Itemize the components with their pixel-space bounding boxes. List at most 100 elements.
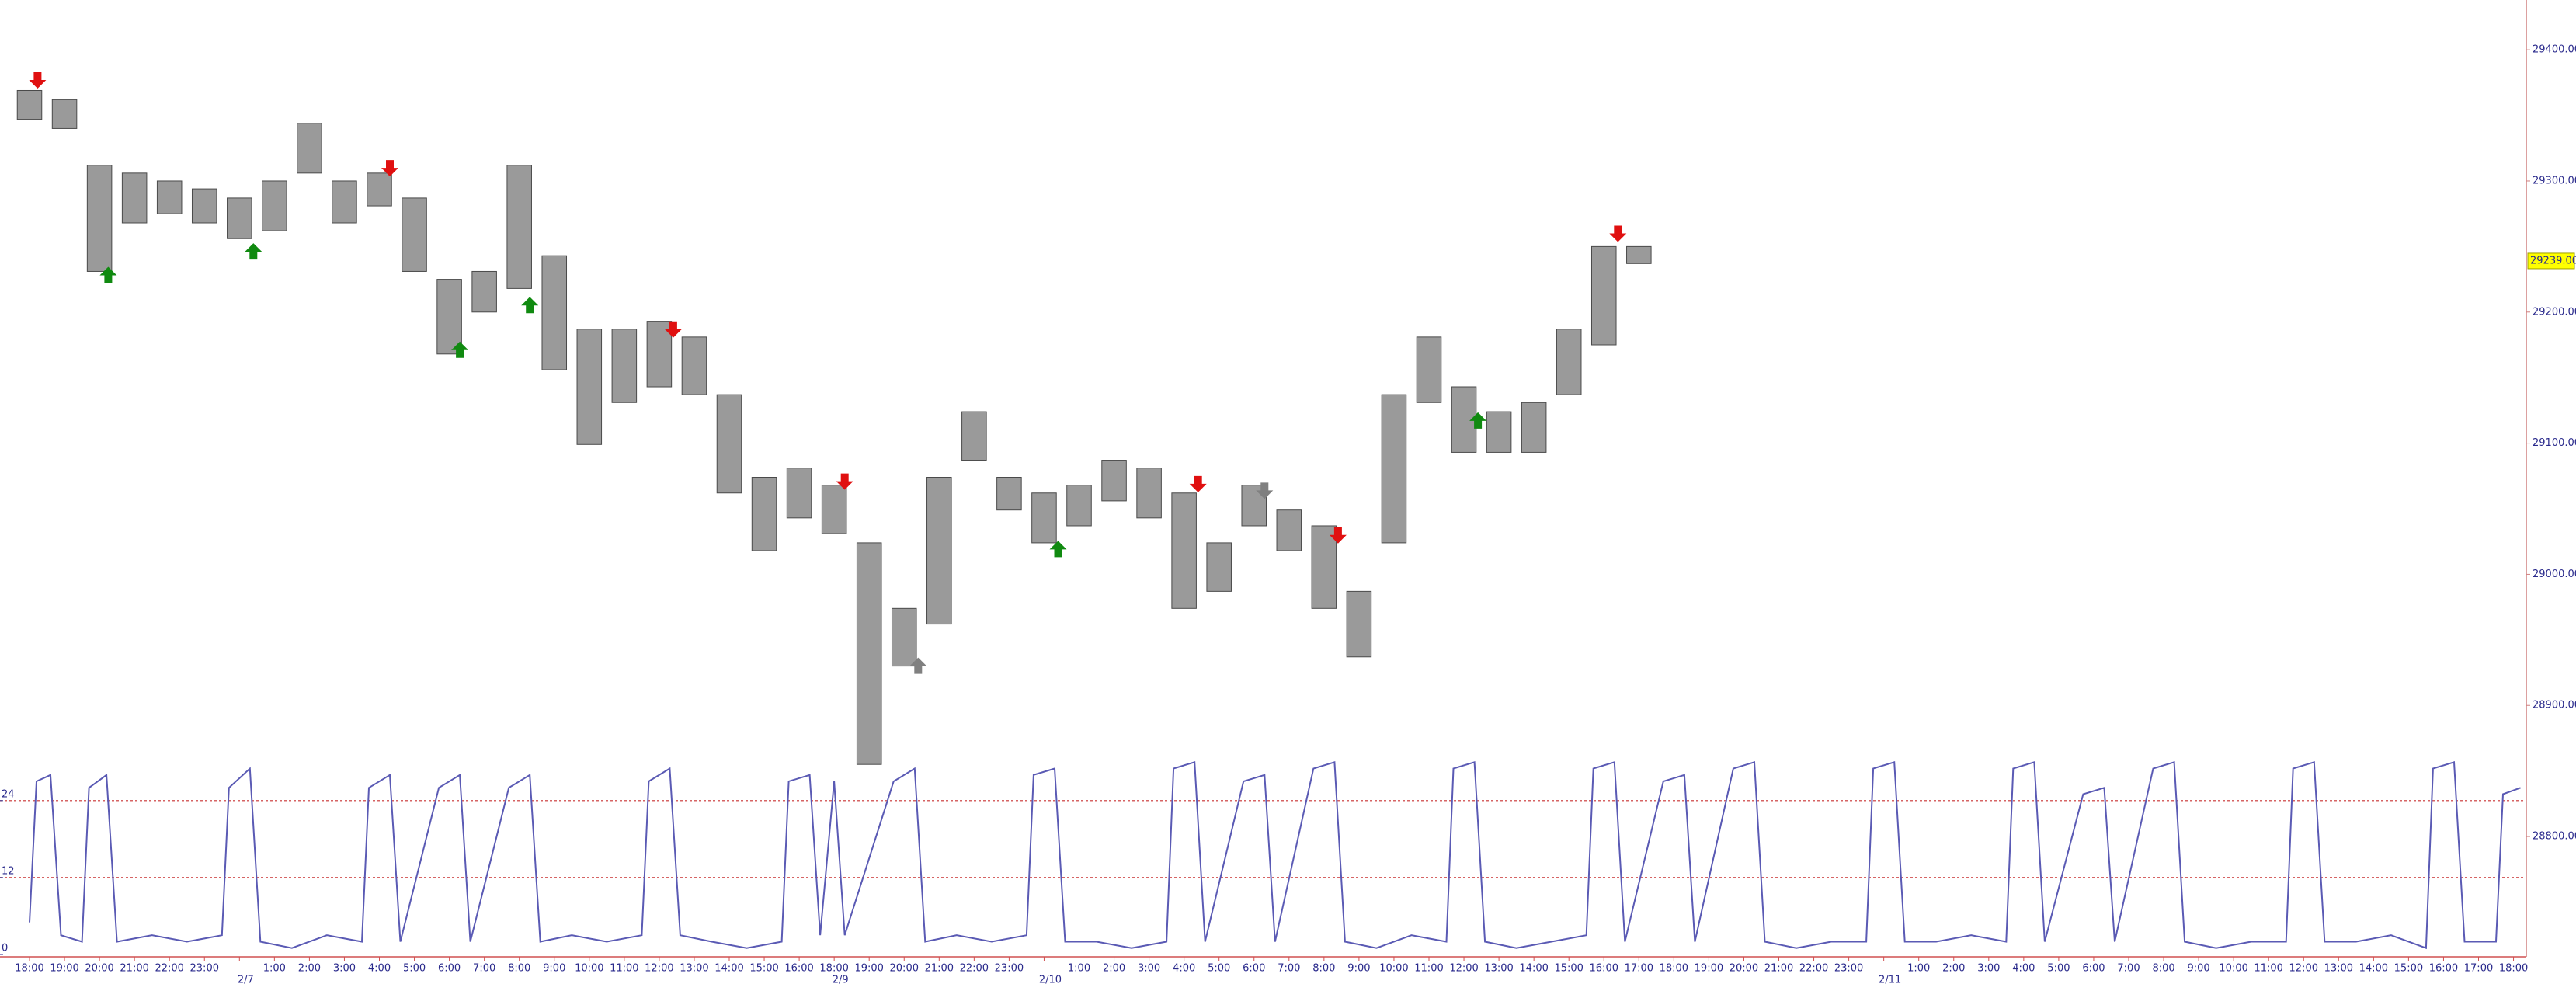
signal-arrow [1609, 225, 1627, 242]
price-bar [576, 329, 603, 445]
time-tick-label: 11:00 [610, 963, 638, 975]
time-tick-label: 19:00 [1695, 963, 1723, 975]
time-tick-label: 23:00 [190, 963, 219, 975]
osc-tick-label: 12 [2, 865, 15, 877]
time-tick-label: 18:00 [1660, 963, 1688, 975]
price-bar [227, 197, 252, 239]
time-tick-label: 17:00 [2464, 963, 2493, 975]
price-bar [191, 188, 217, 224]
price-bar [926, 477, 952, 625]
price-bar [821, 485, 847, 534]
time-tick-label: 10:00 [2219, 963, 2247, 975]
time-tick-label: 16:00 [1590, 963, 1618, 975]
time-tick-label: 7:00 [2117, 963, 2140, 975]
price-bar [856, 542, 882, 765]
time-tick-label: 16:00 [2429, 963, 2458, 975]
time-tick-label: 13:00 [1484, 963, 1513, 975]
price-bar [1416, 336, 1442, 403]
signal-arrow [1469, 412, 1487, 429]
time-tick-label: 12:00 [2289, 963, 2318, 975]
time-tick-label: 11:00 [1414, 963, 1443, 975]
price-bar [1101, 460, 1127, 502]
time-tick-label: 6:00 [1243, 963, 1265, 975]
price-bar [156, 180, 183, 214]
time-tick-label: 23:00 [1834, 963, 1863, 975]
signal-arrow [245, 243, 262, 260]
time-tick-label: 4:00 [2012, 963, 2035, 975]
signal-arrow [664, 321, 682, 338]
date-label: 2/9 [833, 975, 849, 986]
time-tick-label: 1:00 [1907, 963, 1930, 975]
price-bar [1136, 468, 1162, 519]
price-bar [1311, 525, 1337, 609]
price-bar [961, 411, 987, 461]
time-tick-label: 21:00 [925, 963, 954, 975]
time-tick-label: 1:00 [263, 963, 286, 975]
time-tick-label: 8:00 [2152, 963, 2174, 975]
time-tick-label: 19:00 [50, 963, 78, 975]
price-bar [751, 477, 777, 551]
price-bar [1381, 394, 1407, 544]
time-tick-label: 7:00 [473, 963, 495, 975]
time-tick-label: 4:00 [368, 963, 391, 975]
time-tick-label: 5:00 [403, 963, 426, 975]
time-tick-label: 14:00 [1519, 963, 1548, 975]
price-bar [891, 607, 917, 667]
time-tick-label: 13:00 [2324, 963, 2353, 975]
time-tick-label: 20:00 [890, 963, 919, 975]
time-tick-label: 6:00 [438, 963, 461, 975]
time-tick-label: 18:00 [819, 963, 848, 975]
price-bar [402, 197, 427, 272]
price-bar [297, 123, 322, 174]
price-bar [996, 477, 1022, 511]
price-bar [121, 172, 148, 224]
price-bar [367, 172, 392, 207]
time-tick-label: 14:00 [714, 963, 743, 975]
time-tick-label: 9:00 [2187, 963, 2209, 975]
price-tick-label: 28800.00 [2533, 831, 2576, 843]
time-tick-label: 22:00 [155, 963, 183, 975]
price-bar [1556, 329, 1582, 395]
time-tick-label: 7:00 [1278, 963, 1300, 975]
price-bar [1346, 590, 1372, 658]
time-tick-label: 3:00 [1977, 963, 2000, 975]
signal-arrow [1329, 527, 1347, 544]
signal-arrow [99, 266, 117, 283]
time-tick-label: 15:00 [749, 963, 778, 975]
signal-arrow [1189, 475, 1207, 492]
price-bar [1031, 492, 1057, 544]
price-bar [51, 99, 78, 129]
price-tick-label: 29200.00 [2533, 306, 2576, 318]
price-bar [1066, 485, 1092, 527]
price-bar [1171, 492, 1197, 609]
price-bar [611, 329, 638, 403]
time-tick-label: 3:00 [333, 963, 356, 975]
price-bar [786, 468, 812, 519]
price-bar [1590, 245, 1617, 346]
time-tick-label: 10:00 [575, 963, 603, 975]
signal-arrow [1049, 541, 1067, 558]
price-bar [541, 255, 568, 370]
time-tick-label: 15:00 [1554, 963, 1583, 975]
price-bar [332, 180, 357, 224]
price-bar [262, 180, 287, 231]
signal-arrow [521, 297, 539, 314]
time-tick-label: 2:00 [1103, 963, 1125, 975]
time-tick-label: 4:00 [1173, 963, 1195, 975]
price-bar [681, 336, 707, 395]
time-tick-label: 2:00 [1942, 963, 1965, 975]
oscillator-line [29, 760, 2521, 950]
price-bar [716, 394, 742, 494]
signal-arrow [1256, 482, 1274, 499]
date-label: 2/11 [1879, 975, 1901, 986]
time-tick-label: 20:00 [1730, 963, 1758, 975]
price-bar [1206, 542, 1232, 592]
price-bar [86, 165, 113, 272]
osc-tick-label: 0 [2, 943, 8, 955]
price-bar [1276, 509, 1302, 551]
time-tick-label: 21:00 [1764, 963, 1793, 975]
time-tick-label: 10:00 [1379, 963, 1408, 975]
time-tick-label: 18:00 [15, 963, 43, 975]
last-price-label: 29239.00 [2530, 255, 2576, 266]
